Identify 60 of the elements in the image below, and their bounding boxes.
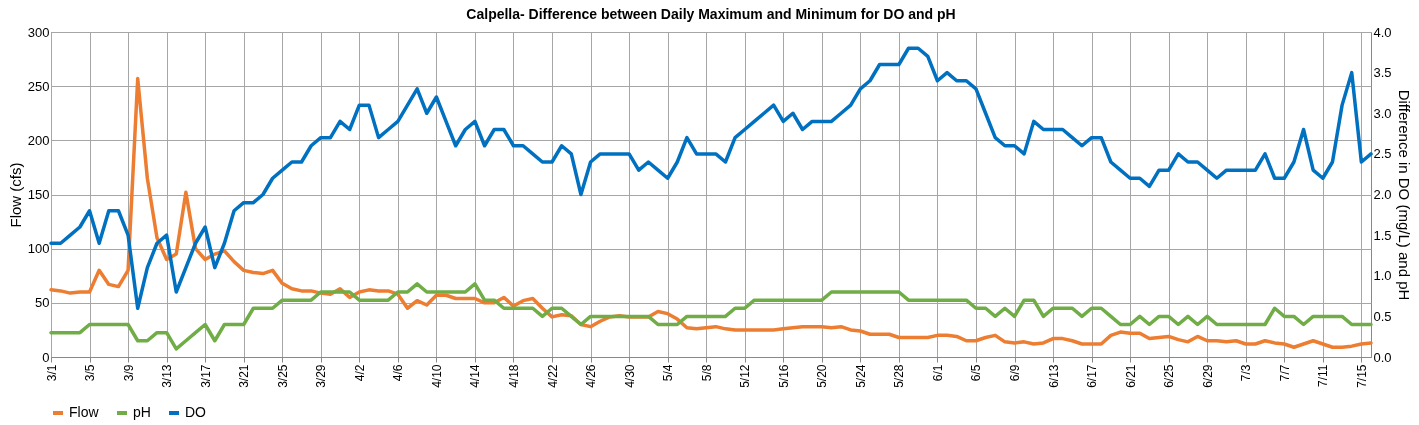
x-tick-label: 3/29 xyxy=(314,364,329,388)
x-tick-label: 5/4 xyxy=(661,364,676,382)
x-tick-label: 4/30 xyxy=(622,364,637,388)
y-tick-label: 250 xyxy=(27,78,50,94)
x-tick-label: 4/2 xyxy=(352,364,367,382)
x-tick-label: 6/5 xyxy=(969,364,984,382)
x-tick-label: 4/18 xyxy=(506,364,521,388)
x-tick-label: 7/3 xyxy=(1239,364,1254,382)
x-tick-label: 6/13 xyxy=(1046,364,1061,388)
x-tick-label: 3/1 xyxy=(44,364,59,382)
x-tick-label: 4/22 xyxy=(545,364,560,388)
x-tick-label: 7/11 xyxy=(1316,364,1331,387)
x-tick-label: 6/21 xyxy=(1123,364,1138,388)
x-tick-label: 3/25 xyxy=(275,364,290,388)
y-tick-label: 300 xyxy=(27,24,50,40)
y-axis-title: Flow (cfs) xyxy=(6,162,24,228)
x-tick-label: 6/17 xyxy=(1085,364,1100,388)
x-tick-label: 5/12 xyxy=(738,364,753,388)
x-tick-label: 5/16 xyxy=(776,364,791,388)
x-tick-label: 3/9 xyxy=(121,364,136,382)
y-tick-label: 150 xyxy=(27,187,50,202)
y2-tick-label: 1.5 xyxy=(1373,227,1392,243)
y2-tick-label: 0.0 xyxy=(1373,349,1392,365)
line-series xyxy=(49,76,1373,349)
legend-label: pH xyxy=(133,404,151,420)
x-tick-label: 4/14 xyxy=(468,364,483,388)
y2-tick-label: 3.5 xyxy=(1373,65,1392,81)
x-tick-label: 7/15 xyxy=(1354,364,1369,388)
y-tick-label: 200 xyxy=(27,132,50,148)
y2-axis-title: Difference in DO (mg/L) and pH xyxy=(1395,89,1413,301)
x-tick-label: 5/24 xyxy=(853,364,868,388)
x-tick-label: 3/5 xyxy=(83,364,98,382)
x-tick-label: 4/26 xyxy=(584,364,599,388)
y-tick-label: 100 xyxy=(27,241,50,257)
y2-tick-label: 3.0 xyxy=(1373,105,1392,121)
legend-label: DO xyxy=(185,404,207,420)
x-tick-label: 3/17 xyxy=(198,364,213,388)
x-tick-label: 5/20 xyxy=(815,364,830,388)
line-series xyxy=(49,46,1373,310)
y2-tick-label: 2.5 xyxy=(1373,146,1392,162)
line-series xyxy=(49,282,1373,351)
x-tick-label: 5/28 xyxy=(892,364,907,388)
x-tick-label: 7/7 xyxy=(1277,364,1292,382)
x-tick-label: 5/8 xyxy=(699,364,714,382)
x-tick-label: 3/13 xyxy=(160,364,175,388)
x-tick-label: 6/1 xyxy=(930,364,945,382)
chart-title: Calpella- Difference between Daily Maximum and Minimum for DO and pH xyxy=(466,6,956,22)
y-tick-label: 0 xyxy=(42,349,50,365)
y2-tick-label: 0.5 xyxy=(1373,308,1392,324)
y2-tick-label: 2.0 xyxy=(1373,187,1392,202)
x-tick-label: 6/9 xyxy=(1008,364,1022,382)
x-tick-label: 4/10 xyxy=(429,364,444,388)
x-tick-label: 6/25 xyxy=(1162,364,1177,388)
y-tick-label: 50 xyxy=(35,295,50,311)
x-tick-label: 6/29 xyxy=(1200,364,1215,388)
legend-label: Flow xyxy=(69,404,100,420)
x-tick-label: 4/6 xyxy=(391,364,406,382)
y2-tick-label: 1.0 xyxy=(1373,268,1392,284)
y2-tick-label: 4.0 xyxy=(1373,24,1392,40)
x-tick-label: 3/21 xyxy=(237,364,252,388)
